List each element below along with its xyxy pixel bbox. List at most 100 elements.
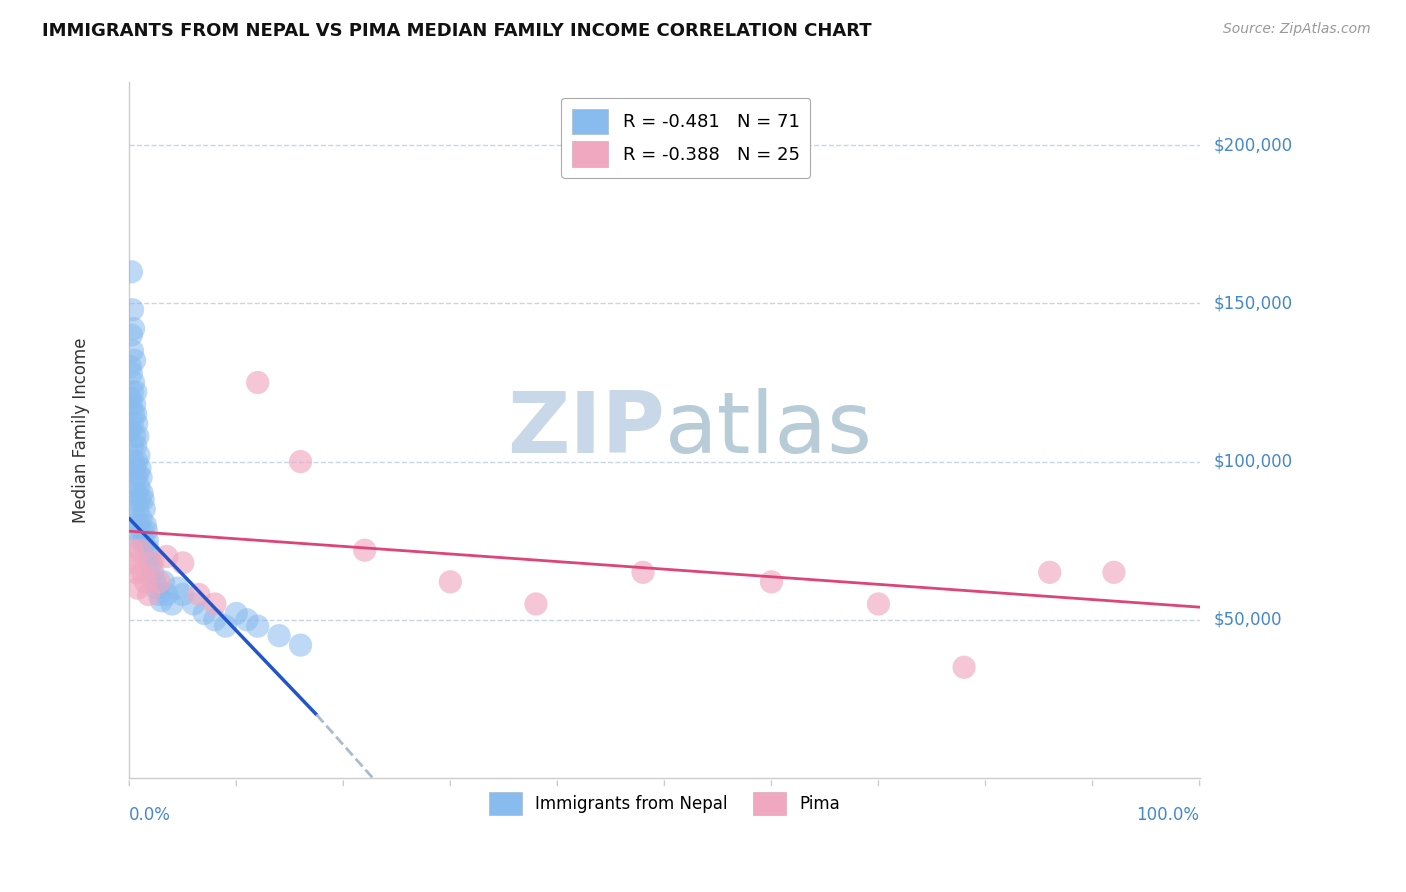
Point: [125, 417, 148, 431]
Text: Source: ZipAtlas.com: Source: ZipAtlas.com: [1223, 22, 1371, 37]
Point: [166, 581, 188, 595]
Point: [129, 470, 152, 484]
Point: [128, 517, 150, 532]
Point: [236, 613, 259, 627]
Point: [290, 638, 312, 652]
Point: [150, 594, 173, 608]
Point: [121, 417, 143, 431]
Point: [132, 492, 155, 507]
Point: [128, 480, 150, 494]
Point: [183, 597, 205, 611]
Point: [142, 556, 165, 570]
Point: [124, 398, 146, 412]
Point: [134, 502, 156, 516]
Point: [129, 533, 152, 548]
Point: [290, 454, 312, 468]
Point: [125, 407, 148, 421]
Point: [125, 454, 148, 468]
Point: [134, 517, 156, 532]
Point: [129, 511, 152, 525]
Point: [631, 566, 654, 580]
Legend: Immigrants from Nepal, Pima: Immigrants from Nepal, Pima: [482, 785, 846, 822]
Point: [172, 556, 194, 570]
Point: [225, 607, 247, 621]
Text: ZIP: ZIP: [506, 388, 665, 472]
Point: [214, 619, 236, 633]
Text: $150,000: $150,000: [1213, 294, 1292, 312]
Point: [269, 629, 291, 643]
Point: [125, 566, 148, 580]
Point: [120, 328, 142, 343]
Point: [204, 597, 226, 611]
Text: IMMIGRANTS FROM NEPAL VS PIMA MEDIAN FAMILY INCOME CORRELATION CHART: IMMIGRANTS FROM NEPAL VS PIMA MEDIAN FAM…: [42, 22, 872, 40]
Point: [125, 439, 148, 453]
Point: [353, 543, 375, 558]
Text: 100.0%: 100.0%: [1136, 805, 1199, 824]
Point: [868, 597, 890, 611]
Point: [156, 549, 179, 564]
Point: [131, 524, 153, 539]
Point: [439, 574, 461, 589]
Point: [122, 321, 145, 335]
Point: [138, 543, 160, 558]
Point: [131, 566, 153, 580]
Point: [160, 597, 183, 611]
Point: [121, 543, 143, 558]
Point: [187, 587, 209, 601]
Point: [120, 398, 142, 412]
Text: atlas: atlas: [665, 388, 872, 472]
Point: [121, 384, 143, 399]
Point: [125, 524, 148, 539]
Point: [246, 619, 269, 633]
Point: [172, 587, 194, 601]
Point: [142, 566, 165, 580]
Point: [1102, 566, 1125, 580]
Point: [129, 461, 152, 475]
Point: [129, 492, 152, 507]
Point: [120, 423, 142, 437]
Point: [138, 587, 160, 601]
Text: $100,000: $100,000: [1213, 452, 1292, 471]
Point: [204, 613, 226, 627]
Point: [124, 429, 146, 443]
Point: [138, 549, 160, 564]
Point: [121, 343, 143, 358]
Point: [524, 597, 547, 611]
Text: Median Family Income: Median Family Income: [72, 337, 90, 523]
Point: [135, 524, 157, 539]
Point: [127, 581, 149, 595]
Point: [131, 486, 153, 500]
Point: [127, 502, 149, 516]
Point: [139, 556, 162, 570]
Point: [124, 556, 146, 570]
Point: [143, 574, 166, 589]
Point: [953, 660, 976, 674]
Point: [148, 574, 170, 589]
Text: $50,000: $50,000: [1213, 611, 1282, 629]
Point: [136, 533, 159, 548]
Point: [124, 353, 146, 368]
Point: [120, 359, 142, 374]
Point: [146, 581, 169, 595]
Point: [122, 407, 145, 421]
Point: [122, 454, 145, 468]
Point: [121, 302, 143, 317]
Point: [125, 470, 148, 484]
Point: [127, 429, 149, 443]
Point: [134, 574, 156, 589]
Point: [1039, 566, 1062, 580]
Point: [128, 448, 150, 462]
Point: [125, 486, 148, 500]
Point: [761, 574, 783, 589]
Point: [121, 439, 143, 453]
Point: [124, 461, 146, 475]
Point: [246, 376, 269, 390]
Point: [132, 533, 155, 548]
Text: 0.0%: 0.0%: [129, 805, 172, 824]
Point: [120, 392, 142, 406]
Point: [122, 376, 145, 390]
Point: [156, 587, 179, 601]
Point: [152, 574, 174, 589]
Point: [125, 384, 148, 399]
Point: [125, 511, 148, 525]
